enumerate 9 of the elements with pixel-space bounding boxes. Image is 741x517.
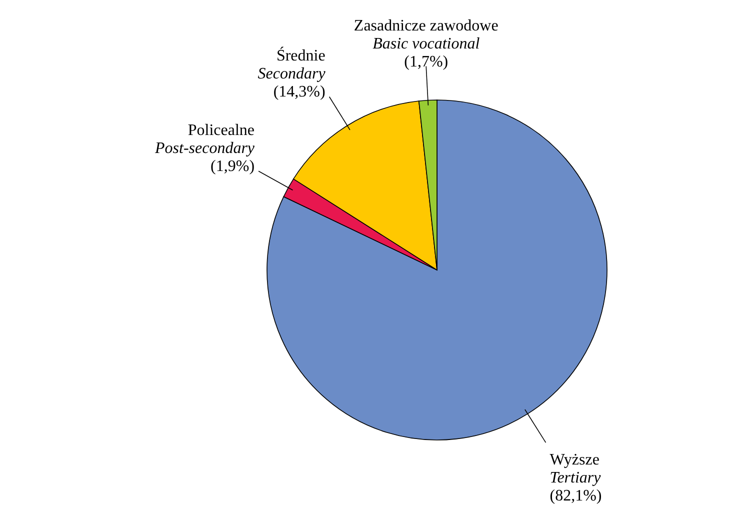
data-label: (1,9%) [210, 158, 255, 176]
pie-slice [266, 100, 608, 440]
slice-label: Średnie Secondary [258, 46, 326, 83]
data-label: (82,1%) [550, 488, 602, 505]
slice-label: Policealne Post-secondary [154, 122, 256, 158]
slice-label: Wyższe Tertiary [550, 452, 602, 487]
data-label: (1,7%) [404, 53, 448, 70]
data-label: (14,3%) [273, 84, 326, 101]
slice-label: Zasadnicze zawodowe Basic vocational [354, 17, 498, 52]
